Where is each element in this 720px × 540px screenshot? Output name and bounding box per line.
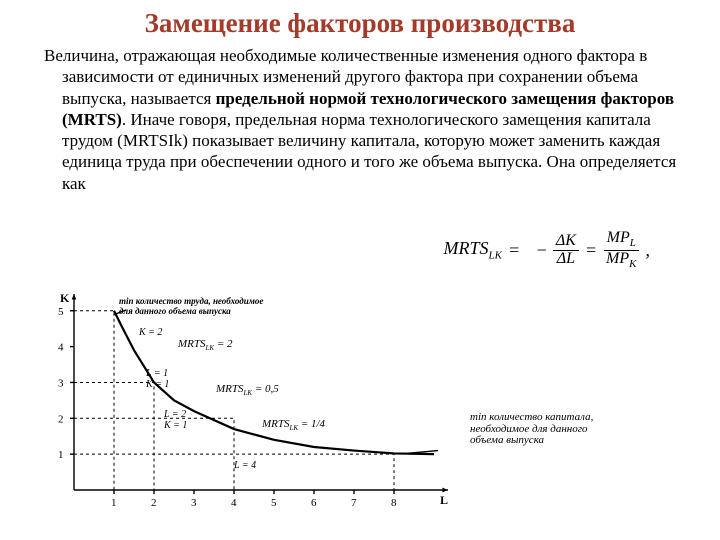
svg-text:7: 7 <box>351 497 357 509</box>
svg-text:4: 4 <box>58 342 64 354</box>
formula-frac2: MPL MPK <box>603 230 639 270</box>
page-title: Замещение факторов производства <box>28 8 692 39</box>
svg-text:K = 2: K = 2 <box>138 327 162 338</box>
svg-text:3: 3 <box>58 377 64 389</box>
formula-minus: − <box>537 240 547 261</box>
svg-text:8: 8 <box>391 497 397 509</box>
svg-text:2: 2 <box>151 497 157 509</box>
svg-text:5: 5 <box>58 306 64 318</box>
svg-text:MRTSLK = 2: MRTSLK = 2 <box>177 338 233 352</box>
svg-text:2: 2 <box>58 413 64 425</box>
svg-text:min количество труда, необходи: min количество труда, необходимое <box>119 296 263 306</box>
svg-text:4: 4 <box>231 497 237 509</box>
frac2-num-sym: MP <box>607 229 630 246</box>
svg-text:K = 1: K = 1 <box>163 420 187 431</box>
svg-text:1: 1 <box>58 449 64 461</box>
svg-text:L = 2: L = 2 <box>163 409 186 420</box>
svg-text:L: L <box>440 493 448 507</box>
min-k-l1: min количество капитала, <box>470 411 593 423</box>
svg-text:3: 3 <box>191 497 197 509</box>
para-part-2: . Иначе говоря, предельная норма техноло… <box>62 110 676 193</box>
formula-comma: , <box>646 240 651 261</box>
frac2-num-sub: L <box>630 237 636 249</box>
formula-eq1: = <box>508 240 520 261</box>
svg-text:K: K <box>60 291 70 305</box>
frac2-num: MPL <box>604 230 639 251</box>
formula-frac1: ΔK ΔL <box>553 233 579 268</box>
frac1-den: ΔL <box>554 251 578 268</box>
body-paragraph: Величина, отражающая необходимые количес… <box>28 45 692 194</box>
formula-neg <box>526 240 531 261</box>
svg-text:L = 1: L = 1 <box>145 368 168 379</box>
svg-text:1: 1 <box>111 497 117 509</box>
min-k-l3: объема выпуска <box>470 434 544 446</box>
formula-lhs: MRTSLK <box>444 238 502 262</box>
frac2-den-sub: K <box>629 258 636 270</box>
svg-text:6: 6 <box>311 497 317 509</box>
svg-text:для данного объема выпуска: для данного объема выпуска <box>119 306 231 316</box>
formula-lhs-sub: LK <box>489 250 502 262</box>
svg-text:K = 1: K = 1 <box>145 379 169 390</box>
svg-text:MRTSLK = 1/4: MRTSLK = 1/4 <box>261 418 326 432</box>
min-capital-note: min количество капитала, необходимое для… <box>470 412 640 447</box>
svg-text:MRTSLK = 0,5: MRTSLK = 0,5 <box>215 383 279 397</box>
frac2-den-sym: MP <box>606 250 629 267</box>
formula-lhs-sym: MRTS <box>444 238 489 258</box>
svg-text:5: 5 <box>271 497 277 509</box>
min-k-l2: необходимое для данного <box>470 423 588 435</box>
frac1-num: ΔK <box>553 233 579 251</box>
svg-text:L = 4: L = 4 <box>233 460 256 471</box>
isoquant-chart: K L 1 2 3 4 5 6 7 8 1 2 3 4 5 min количество труда, нео… <box>24 290 454 520</box>
frac2-den: MPK <box>603 251 639 271</box>
formula-eq2: = <box>585 240 597 261</box>
mrts-formula: MRTSLK = − ΔK ΔL = MPL MPK , <box>444 230 650 270</box>
chart-svg: K L 1 2 3 4 5 6 7 8 1 2 3 4 5 min количество труда, нео… <box>24 290 454 520</box>
